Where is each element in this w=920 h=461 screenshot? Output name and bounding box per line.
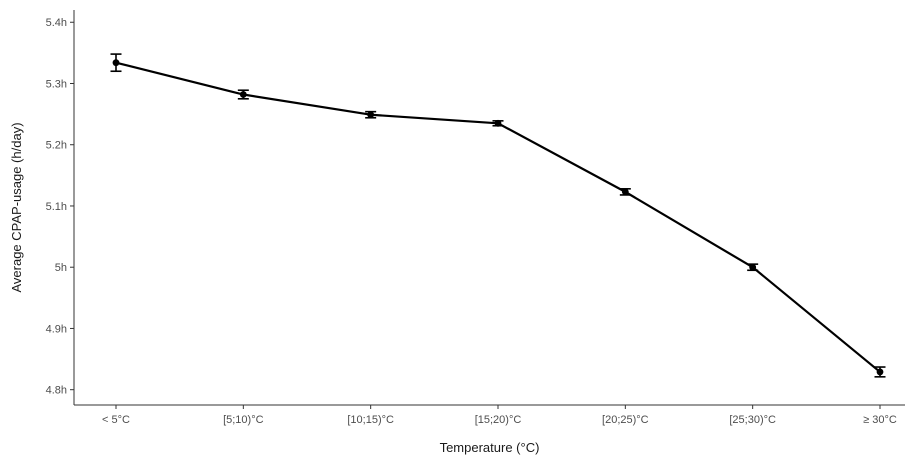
data-point [749,263,757,271]
x-tick-label: < 5°C [102,414,130,426]
y-tick-label: 5h [55,262,67,274]
x-axis-title: Temperature (°C) [440,440,540,455]
x-tick-label: ≥ 30°C [863,414,897,426]
y-tick-label: 5.2h [46,140,67,152]
x-tick-label: [25;30)°C [729,414,776,426]
x-axis-ticks: < 5°C [5;10)°C [10;15)°C [15;20)°C [20;25)°C… [102,405,897,426]
data-point [239,91,247,98]
x-tick-label: [10;15)°C [347,414,394,426]
y-axis-ticks: 4.8h 4.9h 5h 5.1h 5.2h 5.3h 5.4h [46,17,74,397]
y-tick-label: 4.8h [46,385,67,397]
x-tick-label: [5;10)°C [223,414,264,426]
data-point [112,59,120,67]
x-tick-label: [15;20)°C [475,414,522,426]
x-tick-label: [20;25)°C [602,414,649,426]
data-point [876,368,884,376]
series-line [115,61,881,373]
y-tick-label: 4.9h [46,323,67,335]
y-tick-label: 5.4h [46,17,67,29]
data-point [367,111,375,119]
y-axis-title: Average CPAP-usage (h/day) [9,122,24,292]
series-group [110,53,886,378]
y-tick-label: 5.3h [46,78,67,90]
data-point [621,188,629,196]
y-tick-label: 5.1h [46,201,67,213]
data-point [494,119,502,127]
